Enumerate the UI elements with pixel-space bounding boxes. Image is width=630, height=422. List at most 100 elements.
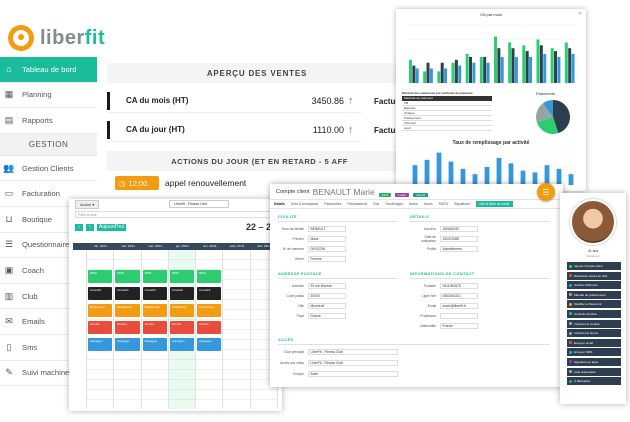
field-input[interactable]: Marie	[308, 236, 346, 242]
calendar-event[interactable]: RPM	[88, 270, 113, 283]
prev-week-button[interactable]: ‹	[75, 223, 83, 231]
client-tab[interactable]: Accès	[423, 202, 433, 206]
calendar-event[interactable]: BodyPump	[142, 304, 167, 317]
client-tab[interactable]: Détails	[274, 202, 285, 206]
calendar-event[interactable]: RPM	[197, 270, 222, 283]
day-column[interactable]	[223, 250, 251, 409]
calendar-event[interactable]: Aquagym	[142, 338, 167, 351]
field-input[interactable]: Montreuil	[308, 303, 346, 309]
client-tab[interactable]: Rdv	[373, 202, 380, 206]
client-tab[interactable]: Parrainages	[385, 202, 403, 206]
field-input[interactable]: France	[440, 323, 478, 329]
action-label: Mandat de prélèvement	[574, 292, 606, 297]
profile-action-button[interactable]: À Réception	[567, 377, 621, 386]
calendar-event[interactable]: CrossFit	[142, 287, 167, 300]
calendar-event[interactable]: Aquagym	[88, 338, 113, 351]
liberfit-logo[interactable]: liberfit	[8, 25, 105, 51]
client-tab[interactable]: RGPD	[438, 202, 449, 206]
health-sheet-button[interactable]: Voir la fiche de santé	[475, 201, 513, 207]
menu-fab-button[interactable]: ☰	[537, 183, 555, 201]
sidebar-item-club[interactable]: ▥ Club	[0, 284, 97, 310]
client-tab[interactable]: Signatures	[454, 202, 470, 206]
calendar-event[interactable]: CrossFit	[88, 287, 113, 300]
field-input[interactable]: 0611094578	[440, 283, 478, 289]
client-tab[interactable]: Paramètres	[324, 202, 342, 206]
calendar-event[interactable]: Zumba	[88, 321, 113, 334]
day-column[interactable]: RPM CrossFit BodyPump Zumba Aquagym	[196, 250, 224, 409]
calendar-event[interactable]: Zumba	[169, 321, 195, 334]
client-tab[interactable]: Réclamations	[347, 202, 368, 206]
field-input[interactable]: 92 rue Moreau	[308, 283, 346, 289]
field-input[interactable]: LiberFit - Fitness Club	[308, 349, 398, 355]
field-input[interactable]: 15/02/1985	[440, 236, 478, 242]
sidebar-item-questionnaires[interactable]: ☰ Questionnaires	[0, 233, 97, 259]
field-input[interactable]: 0553043221	[440, 293, 478, 299]
sidebar-item-facturation[interactable]: ▭ Facturation	[0, 181, 97, 207]
profile-action-button[interactable]: Signature en ligne	[567, 357, 621, 366]
field-input[interactable]: 30000	[308, 293, 346, 299]
field-input[interactable]: France	[308, 313, 346, 319]
field-input[interactable]: 15/06/2020	[440, 226, 478, 232]
profile-action-button[interactable]: Imprimer le bonus	[567, 329, 621, 338]
calendar-event[interactable]: BodyPump	[115, 304, 140, 317]
calendar-event[interactable]: CrossFit	[197, 287, 222, 300]
sidebar-item-coach[interactable]: ▣ Coach	[0, 258, 97, 284]
profile-action-button[interactable]: Imprimer le compte	[567, 319, 621, 328]
sidebar-item-suivi-machines[interactable]: ✎ Suivi machines	[0, 361, 97, 387]
field-input[interactable]: Actuellement	[440, 246, 478, 252]
calendar-event[interactable]: BodyPump	[197, 304, 222, 317]
calendar-event[interactable]: Zumba	[142, 321, 167, 334]
sidebar-item-emails[interactable]: ✉ Emails	[0, 309, 97, 335]
day-column[interactable]: RPM CrossFit BodyPump Zumba Aquagym	[114, 250, 142, 409]
sidebar-item-sms[interactable]: ▯ Sms	[0, 335, 97, 361]
day-column[interactable]: RPM CrossFit BodyPump Zumba Aquagym	[168, 250, 197, 409]
calendar-event[interactable]: RPM	[142, 270, 167, 283]
sidebar-item-gestion-clients[interactable]: 👥 Gestion Clients	[0, 156, 97, 182]
field-input[interactable]: LiberFit - Fitness Club	[308, 360, 398, 366]
table-row: CB	[402, 101, 492, 106]
field-input[interactable]	[440, 313, 478, 319]
profile-action-button[interactable]: Contrôle d'entrée	[567, 309, 621, 318]
close-icon[interactable]: ✕	[577, 11, 582, 17]
profile-action-button[interactable]: Liste réservation	[567, 367, 621, 376]
field-input[interactable]: 00032756	[308, 246, 346, 252]
profile-action-button[interactable]: Mandat de prélèvement	[567, 290, 621, 299]
sidebar-item-rapports[interactable]: ▤ Rapports	[0, 108, 97, 134]
client-tab[interactable]: Notes	[408, 202, 418, 206]
calendar-event[interactable]: Aquagym	[197, 338, 222, 351]
field-input[interactable]: Femme	[308, 256, 346, 262]
field-input[interactable]: BENAULT	[308, 226, 346, 232]
day-column[interactable]: RPM CrossFit BodyPump Zumba Aquagym	[141, 250, 169, 409]
profile-action-button[interactable]: Modifier le Paiement	[567, 300, 621, 309]
field-input[interactable]: Boxe	[308, 371, 398, 377]
profile-action-button[interactable]: Ajouter Compte client	[567, 262, 621, 270]
next-week-button[interactable]: ›	[86, 223, 94, 231]
calendar-event[interactable]: Aquagym	[169, 338, 195, 351]
calendar-event[interactable]: CrossFit	[115, 287, 140, 300]
today-button[interactable]: Aujourd'hui	[97, 223, 126, 231]
calendar-event[interactable]: BodyPump	[169, 304, 195, 317]
profile-action-button[interactable]: Gestion d'Abonné	[567, 281, 621, 290]
field-input[interactable]: marie@liberfit.fr	[440, 303, 478, 309]
sidebar-item-planning[interactable]: ▦ Planning	[0, 83, 97, 109]
sidebar-item-boutique[interactable]: ⊔ Boutique	[0, 207, 97, 233]
sidebar-item-tableau-de-bord[interactable]: ⌂ Tableau de bord	[0, 57, 97, 83]
profile-action-button[interactable]: Désactiver accès au club	[567, 271, 621, 280]
agenda-filter-input[interactable]: Filtre la liste	[75, 211, 276, 218]
action-time-badge[interactable]: ◷ 12:00	[115, 176, 159, 190]
calendar-event[interactable]: RPM	[169, 270, 195, 283]
day-column[interactable]: RPM CrossFit BodyPump Zumba Aquagym	[87, 250, 115, 409]
action-label[interactable]: appel renouvellement	[165, 178, 247, 188]
club-select[interactable]: Liberfit - Fitness Club	[169, 200, 230, 208]
calendar-event[interactable]: Zumba	[115, 321, 140, 334]
client-tab[interactable]: Suivi & formulaires	[290, 202, 319, 206]
calendar-event[interactable]: RPM	[115, 270, 140, 283]
calendar-event[interactable]: BodyPump	[88, 304, 113, 317]
calendar-event[interactable]: Zumba	[197, 321, 222, 334]
action-dropdown-button[interactable]: Action ▾	[75, 199, 100, 209]
profile-action-button[interactable]: Envoyer SMS	[567, 348, 621, 357]
calendar-event[interactable]: CrossFit	[169, 287, 195, 300]
avatar[interactable]	[570, 199, 616, 245]
calendar-event[interactable]: Aquagym	[115, 338, 140, 351]
profile-action-button[interactable]: Envoyer email	[567, 338, 621, 347]
